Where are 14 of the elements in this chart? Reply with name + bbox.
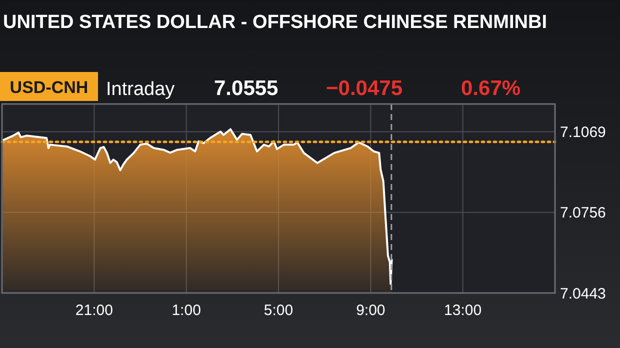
x-tick-label: 1:00 <box>172 302 201 319</box>
text: Intraday <box>106 79 176 100</box>
x-tick-label: 13:00 <box>444 302 482 319</box>
text: −0.0475 <box>326 77 403 100</box>
chart-title: UNITED STATES DOLLAR - OFFSHORE CHINESE RENMINBI <box>3 12 547 33</box>
y-tick-label: 7.0756 <box>560 204 606 222</box>
y-tick-label: 7.0443 <box>560 285 606 302</box>
text: 0.67% <box>461 77 521 100</box>
x-tick-label: 21:00 <box>75 302 113 319</box>
y-tick-label: 7.1069 <box>560 124 606 142</box>
text: USD-CNH <box>10 78 88 97</box>
x-tick-label: 5:00 <box>264 302 294 319</box>
x-tick-label: 9:00 <box>356 302 386 319</box>
text: 7.0555 <box>214 77 279 100</box>
